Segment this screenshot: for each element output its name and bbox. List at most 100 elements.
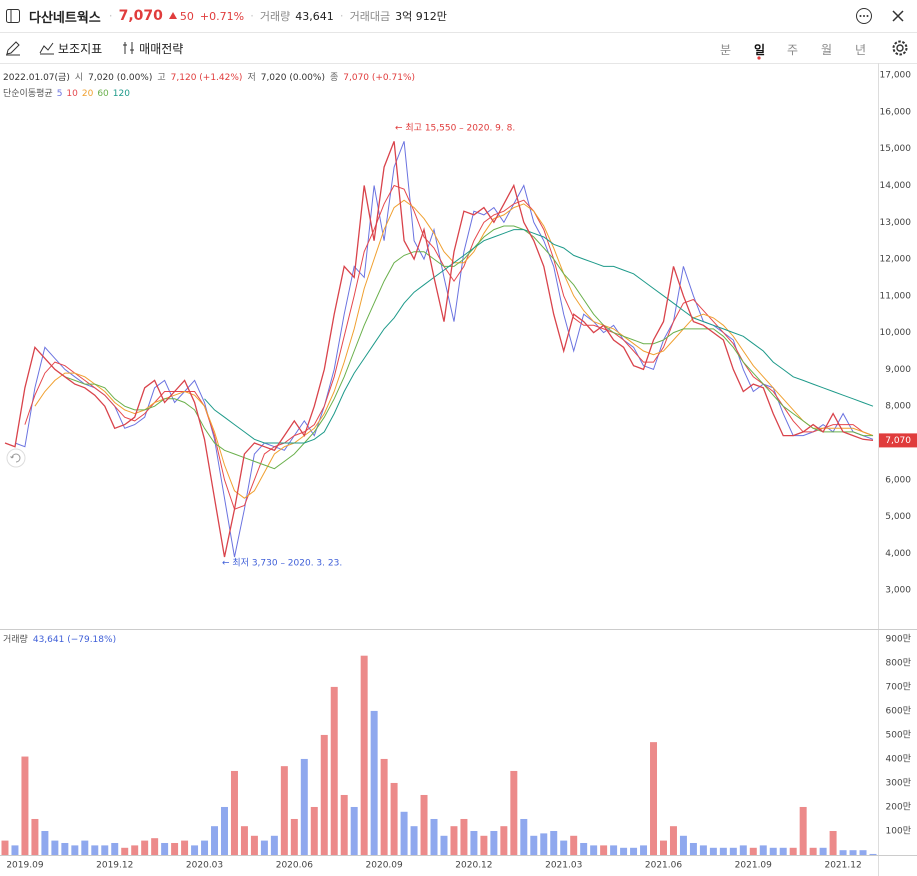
volume-bar xyxy=(769,847,777,855)
volume-bar xyxy=(540,833,548,855)
volume-bar xyxy=(739,845,747,855)
volume-bar xyxy=(659,840,667,855)
amount: 3억 912만 xyxy=(395,10,447,23)
volume-bar xyxy=(799,806,807,855)
info-date: 2022.01.07(금) xyxy=(3,72,70,83)
volume-bar xyxy=(490,830,498,855)
price: 7,070 xyxy=(118,8,163,24)
volume-bar xyxy=(141,840,149,855)
period-tab[interactable]: 분 xyxy=(720,43,732,57)
annotation: ← 최고 15,550 – 2020. 9. 8. xyxy=(395,123,515,134)
volume-bar xyxy=(191,845,199,855)
volume-bar xyxy=(71,845,79,855)
volume-bar xyxy=(171,842,179,855)
volume-bar xyxy=(220,806,228,855)
stock-name: 다산네트웍스 xyxy=(29,10,101,26)
info-low: 7,020 (0.00%) xyxy=(261,73,325,83)
y-tick-label: 6,000 xyxy=(885,475,911,485)
volume-bar xyxy=(410,826,418,855)
legend-entry: 120 xyxy=(113,89,130,99)
volume-bar xyxy=(1,840,9,855)
volume-bar xyxy=(21,756,29,855)
volume-bar xyxy=(440,835,448,855)
volume-bar xyxy=(300,758,308,855)
indicators-button[interactable]: 보조지표 xyxy=(58,41,103,56)
volume-bar xyxy=(699,845,707,855)
volume-bar xyxy=(11,845,19,855)
legend-entry: 5 xyxy=(57,89,63,99)
sidebar-icon[interactable] xyxy=(5,8,21,24)
volume-bar xyxy=(370,710,378,855)
close-icon[interactable] xyxy=(891,9,905,23)
x-tick-label: 2020.09 xyxy=(366,861,403,871)
selected-dot xyxy=(757,56,761,60)
info-high-label: 고 xyxy=(157,73,165,83)
moving-average-line xyxy=(34,199,874,499)
volume-bar xyxy=(650,742,658,855)
volume-bar xyxy=(380,758,388,855)
volume-bar xyxy=(560,840,568,855)
period-tab[interactable]: 년 xyxy=(855,43,867,57)
period-tab[interactable]: 주 xyxy=(787,43,799,57)
volume-bar xyxy=(819,847,827,855)
volume-bar xyxy=(719,847,727,855)
volume-bar xyxy=(270,835,278,855)
strategy-icon[interactable] xyxy=(122,41,136,55)
x-tick-label: 2021.03 xyxy=(545,861,582,871)
volume-bar xyxy=(520,818,528,855)
strategy-button[interactable]: 매매전략 xyxy=(139,41,184,56)
volume-bar xyxy=(240,826,248,855)
y-tick-label: 14,000 xyxy=(880,181,912,191)
volume-bar xyxy=(759,845,767,855)
volume-bar xyxy=(749,847,757,855)
volume-bar xyxy=(101,845,109,855)
indicator-icon[interactable] xyxy=(39,41,55,55)
volume-bar xyxy=(41,830,49,855)
volume-bar xyxy=(181,840,189,855)
info-close-label: 종 xyxy=(330,72,338,83)
volume-bar xyxy=(869,853,877,855)
x-tick-label: 2020.12 xyxy=(455,861,492,871)
ohlc-info: 2022.01.07(금) 시 7,020 (0.00%) 고 7,120 (+1.42… xyxy=(3,72,415,83)
legend-entry: 10 xyxy=(66,89,78,99)
volume-bar xyxy=(91,845,99,855)
y-tick-label: 10,000 xyxy=(880,328,912,338)
settings-icon[interactable] xyxy=(891,39,909,57)
volume-bar xyxy=(530,835,538,855)
moving-average-line xyxy=(204,229,874,444)
y-tick-label: 9,000 xyxy=(885,365,911,375)
volume-bar xyxy=(729,847,737,855)
x-tick-label: 2021.12 xyxy=(824,861,861,871)
y-tick-label: 12,000 xyxy=(880,255,912,265)
volume-bar xyxy=(31,818,39,855)
volume-bar xyxy=(480,835,488,855)
volume-bar xyxy=(81,840,89,855)
period-tab[interactable]: 월 xyxy=(821,43,833,57)
toolbar: 보조지표 매매전략 분 일 주 월 년 xyxy=(0,33,917,64)
volume-bar xyxy=(669,826,677,855)
legend-entry: 20 xyxy=(82,89,94,99)
info-low-label: 저 xyxy=(247,72,255,83)
volume-bar xyxy=(580,842,588,855)
x-tick-label: 2020.06 xyxy=(276,861,313,871)
draw-icon[interactable] xyxy=(5,40,21,56)
volume-bar xyxy=(570,835,578,855)
more-icon[interactable] xyxy=(855,7,873,25)
volume-bar xyxy=(610,845,618,855)
last-price-label: 7,070 xyxy=(885,436,911,446)
volume-bar xyxy=(230,770,238,855)
y-tick-label: 500만 xyxy=(886,729,911,740)
y-tick-label: 400만 xyxy=(886,753,911,764)
volume-bar xyxy=(350,806,358,855)
volume-bar xyxy=(510,770,518,855)
volume-bar xyxy=(470,830,478,855)
period-tab[interactable]: 일 xyxy=(754,43,766,57)
volume-bar xyxy=(211,826,219,855)
y-tick-label: 200만 xyxy=(886,801,911,812)
volume-bar xyxy=(689,842,697,855)
reset-button[interactable] xyxy=(6,448,26,468)
volume-bar xyxy=(430,818,438,855)
rate: +0.71% xyxy=(199,9,245,23)
price-line xyxy=(4,141,874,558)
